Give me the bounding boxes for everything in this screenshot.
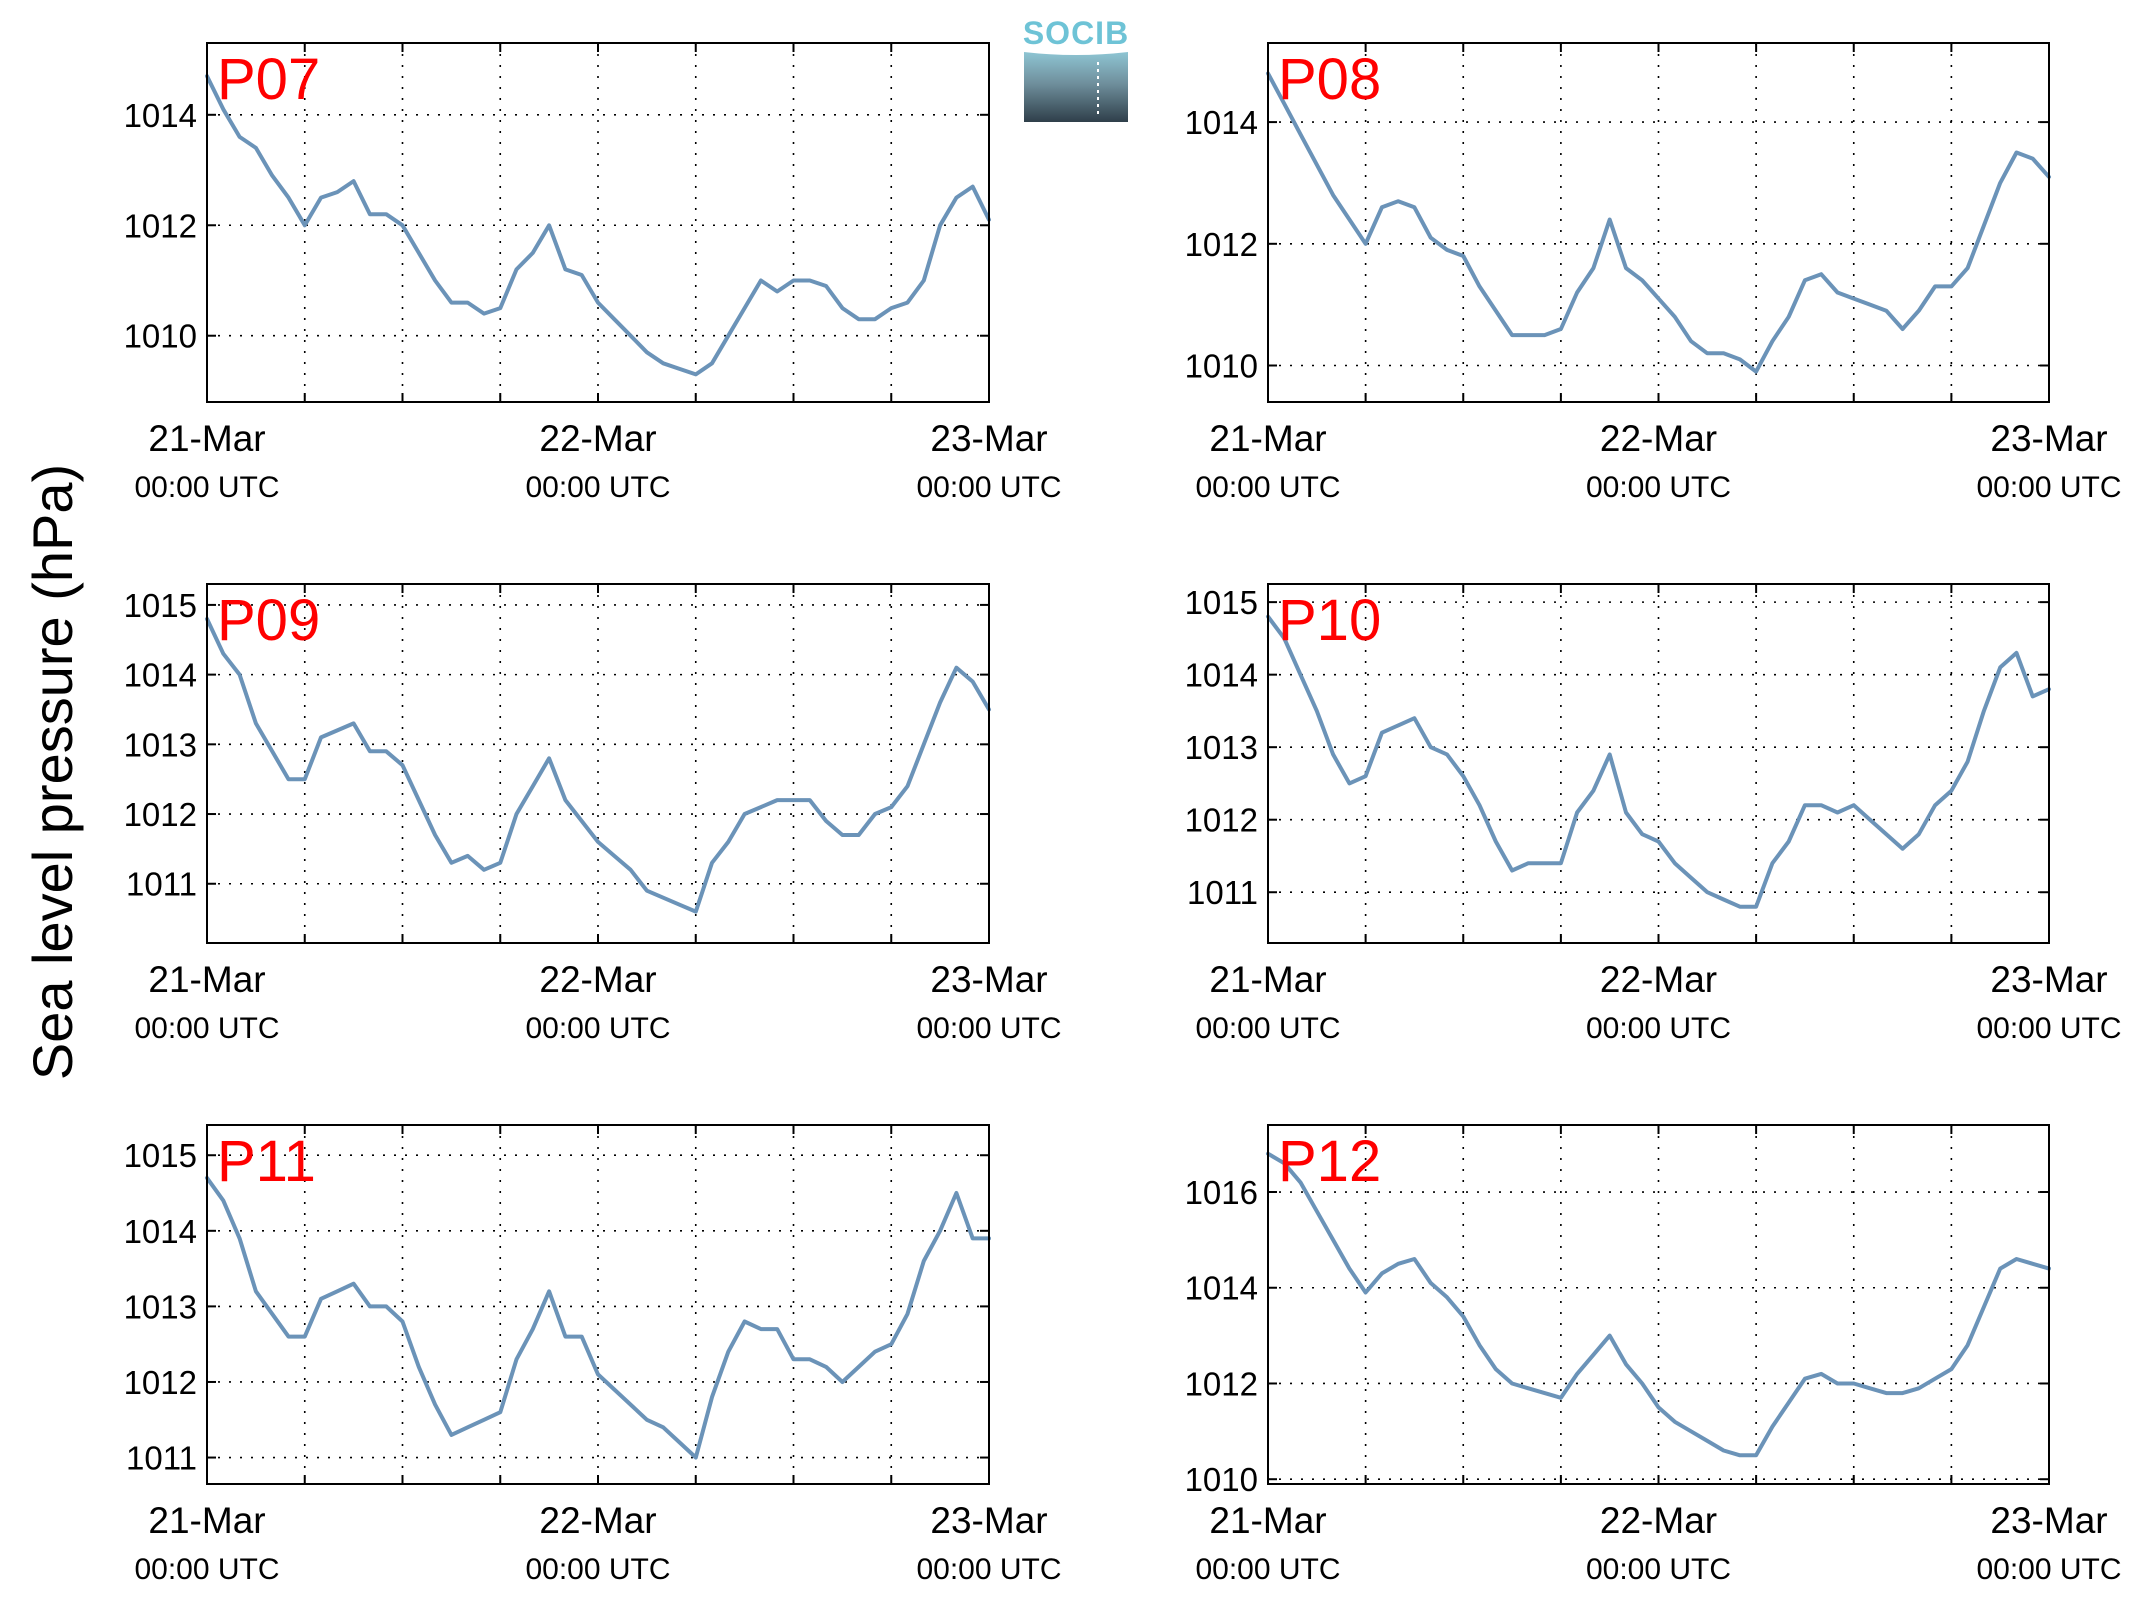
x-tick-time-label: 00:00 UTC (1586, 1553, 1731, 1586)
pressure-series-line (1266, 614, 2051, 909)
x-tick-date-label: 21-Mar (1209, 959, 1326, 1000)
x-tick-date-label: 22-Mar (1600, 418, 1717, 459)
x-tick-time-label: 00:00 UTC (525, 471, 670, 504)
x-tick-date-label: 21-Mar (148, 1500, 265, 1541)
x-tick-time-label: 00:00 UTC (916, 1012, 1061, 1045)
x-tick-date-label: 22-Mar (539, 959, 656, 1000)
plot-frame (206, 583, 990, 944)
y-tick-label: 1014 (124, 1213, 197, 1250)
x-tick-time-label: 00:00 UTC (1586, 471, 1731, 504)
y-tick-label: 1015 (124, 587, 197, 624)
y-tick-label: 1012 (124, 796, 197, 833)
x-tick-time-label: 00:00 UTC (1586, 1012, 1731, 1045)
chart-panel-p07: 1010 1012 1014 P07 21-Mar 00:00 UTC 22-Mar 00:0… (124, 42, 1062, 504)
y-tick-label: 1012 (124, 207, 197, 244)
pressure-series-line (1266, 1151, 2051, 1458)
y-tick-label: 1012 (1185, 226, 1258, 263)
y-tick-label: 1011 (126, 866, 197, 903)
x-tick-date-label: 21-Mar (148, 959, 265, 1000)
y-tick-label: 1015 (124, 1137, 197, 1174)
plot-frame (1267, 583, 2050, 944)
chart-panel-p10: 1011 1012 1013 1014 1015 P10 21-Mar 00:00 UTC 22… (1185, 583, 2122, 1045)
y-tick-label: 1015 (1185, 584, 1258, 621)
y-tick-label: 1010 (1185, 347, 1258, 384)
x-tick-date-label: 23-Mar (930, 959, 1047, 1000)
x-tick-date-label: 22-Mar (1600, 1500, 1717, 1541)
y-tick-label: 1014 (124, 97, 197, 134)
x-tick-time-label: 00:00 UTC (134, 1012, 279, 1045)
chart-panel-p08: 1010 1012 1014 P08 21-Mar 00:00 UTC 22-Mar 00:0… (1185, 42, 2122, 504)
x-tick-time-label: 00:00 UTC (1195, 1012, 1340, 1045)
x-tick-time-label: 00:00 UTC (134, 471, 279, 504)
plot-frame (1267, 42, 2050, 403)
x-tick-date-label: 22-Mar (539, 1500, 656, 1541)
shared-y-axis-label: Sea level pressure (hPa) (21, 464, 84, 1080)
socib-logo: SOCIB (1023, 15, 1129, 122)
y-tick-label: 1014 (1185, 1270, 1258, 1307)
x-tick-time-label: 00:00 UTC (916, 1553, 1061, 1586)
x-tick-time-label: 00:00 UTC (525, 1012, 670, 1045)
x-tick-time-label: 00:00 UTC (525, 1553, 670, 1586)
chart-panel-p11: 1011 1012 1013 1014 1015 P11 21-Mar 00:00 UTC 22… (124, 1124, 1062, 1586)
x-tick-date-label: 23-Mar (930, 418, 1047, 459)
x-tick-date-label: 23-Mar (930, 1500, 1047, 1541)
chart-panel-p09: 1011 1012 1013 1014 1015 P09 21-Mar 00:00 UTC 22… (124, 583, 1062, 1045)
station-label: P12 (1278, 1129, 1381, 1194)
y-tick-label: 1013 (124, 726, 197, 763)
x-tick-time-label: 00:00 UTC (916, 471, 1061, 504)
y-tick-label: 1014 (124, 657, 197, 694)
x-tick-date-label: 23-Mar (1990, 418, 2107, 459)
x-tick-time-label: 00:00 UTC (1976, 1012, 2121, 1045)
chart-panel-p12: 1010 1012 1014 1016 P12 21-Mar 00:00 UTC 22-Mar… (1185, 1124, 2122, 1586)
x-tick-date-label: 23-Mar (1990, 959, 2107, 1000)
station-label: P09 (217, 588, 320, 653)
y-tick-label: 1013 (124, 1288, 197, 1325)
plot-frame (206, 1124, 990, 1485)
station-label: P07 (217, 47, 320, 112)
pressure-series-line (205, 1175, 991, 1460)
y-tick-label: 1013 (1185, 729, 1258, 766)
x-tick-date-label: 22-Mar (539, 418, 656, 459)
x-tick-time-label: 00:00 UTC (1195, 471, 1340, 504)
y-tick-label: 1010 (124, 318, 197, 355)
station-label: P10 (1278, 588, 1381, 653)
y-tick-label: 1014 (1185, 104, 1258, 141)
y-tick-label: 1010 (1185, 1461, 1258, 1498)
x-tick-time-label: 00:00 UTC (1195, 1553, 1340, 1586)
x-tick-date-label: 21-Mar (1209, 1500, 1326, 1541)
pressure-series-line (1266, 71, 2051, 374)
y-tick-label: 1014 (1185, 657, 1258, 694)
pressure-series-line (205, 616, 991, 914)
station-label: P11 (217, 1129, 316, 1194)
x-tick-date-label: 21-Mar (1209, 418, 1326, 459)
y-tick-label: 1012 (1185, 1365, 1258, 1402)
y-tick-label: 1016 (1185, 1174, 1258, 1211)
station-label: P08 (1278, 47, 1381, 112)
x-tick-time-label: 00:00 UTC (1976, 471, 2121, 504)
socib-logo-text: SOCIB (1023, 15, 1129, 51)
plot-frame (1267, 1124, 2050, 1485)
y-tick-label: 1012 (124, 1364, 197, 1401)
x-tick-date-label: 23-Mar (1990, 1500, 2107, 1541)
x-tick-date-label: 21-Mar (148, 418, 265, 459)
x-tick-time-label: 00:00 UTC (1976, 1553, 2121, 1586)
y-tick-label: 1011 (1187, 874, 1258, 911)
logo-wave-icon (1024, 52, 1128, 122)
plot-frame (206, 42, 990, 403)
x-tick-date-label: 22-Mar (1600, 959, 1717, 1000)
y-tick-label: 1012 (1185, 802, 1258, 839)
pressure-series-line (205, 74, 991, 377)
y-tick-label: 1011 (126, 1440, 197, 1477)
x-tick-time-label: 00:00 UTC (134, 1553, 279, 1586)
